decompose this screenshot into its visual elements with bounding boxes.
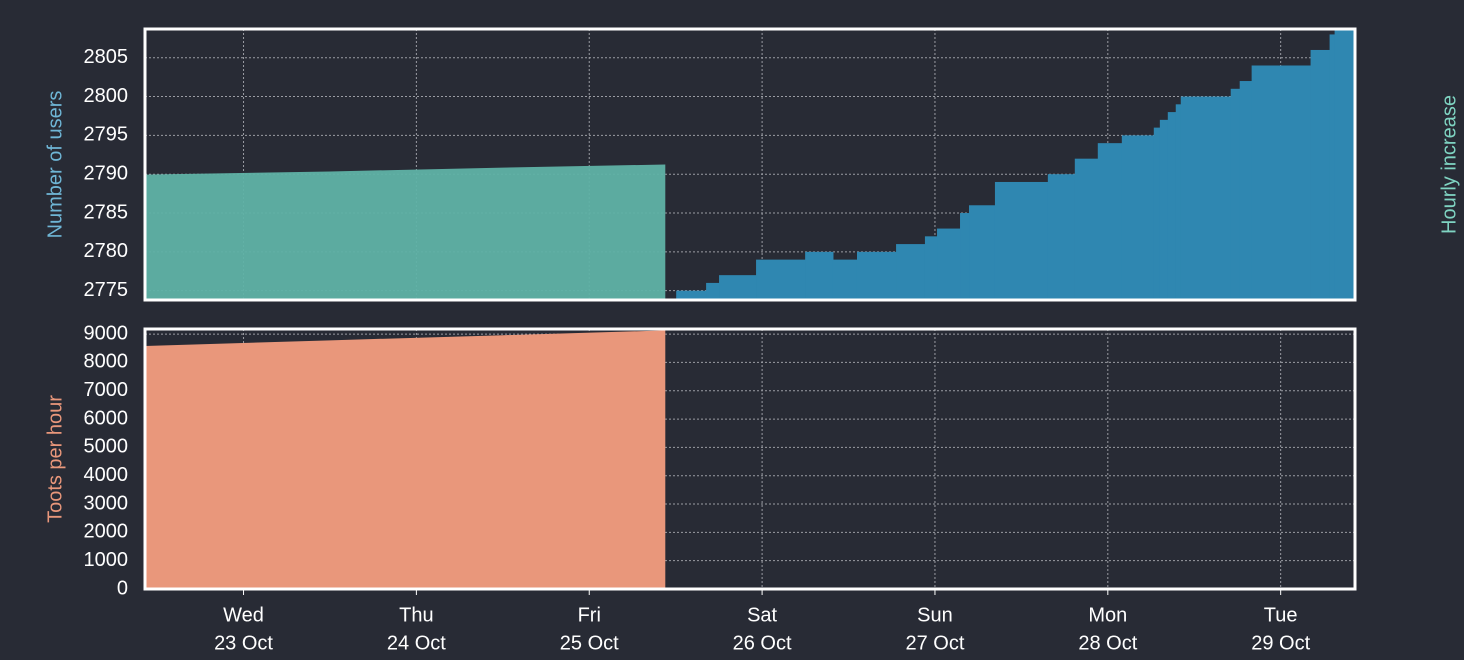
area-step <box>1167 112 1177 300</box>
x-tick-sublabel: 27 Oct <box>905 632 964 654</box>
x-tick-label: Wed <box>223 604 264 626</box>
y-tick-label: 2805 <box>84 46 129 68</box>
area-step <box>1180 96 1232 300</box>
x-tick-sublabel: 23 Oct <box>214 632 273 654</box>
area <box>145 164 666 300</box>
x-tick-sublabel: 29 Oct <box>1251 632 1310 654</box>
area-step <box>1239 81 1253 300</box>
y-tick-label: 2785 <box>84 201 129 223</box>
y-tick-label: 2790 <box>84 162 129 184</box>
area-step <box>1047 174 1076 300</box>
x-tick-label: Sat <box>747 604 777 626</box>
y-tick-label: 2800 <box>84 85 129 107</box>
y-tick-label: 2000 <box>84 521 129 543</box>
y-tick-label: 2775 <box>84 279 129 301</box>
area-step <box>896 244 926 300</box>
area-step <box>1097 143 1123 300</box>
x-tick-sublabel: 28 Oct <box>1078 632 1137 654</box>
area-step <box>994 181 1049 300</box>
y-tick-label: 3000 <box>84 492 129 514</box>
y-tick-label: 0 <box>117 577 128 599</box>
plot-border <box>143 27 1357 302</box>
area-step <box>960 213 970 300</box>
x-tick-sublabel: 24 Oct <box>387 632 446 654</box>
area-step <box>706 282 720 300</box>
x-tick-label: Sun <box>917 604 953 626</box>
area-step <box>937 228 961 300</box>
area-step <box>1121 135 1155 300</box>
y-axis-label: Toots per hour <box>44 395 66 523</box>
y-tick-label: 2780 <box>84 240 129 262</box>
y-tick-label: 2795 <box>84 124 129 146</box>
y-tick-label: 7000 <box>84 379 129 401</box>
y-tick-label: 8000 <box>84 351 129 373</box>
y-tick-label: 4000 <box>84 464 129 486</box>
y-axis-label: Number of users <box>44 91 66 239</box>
area-step <box>1159 119 1169 300</box>
area-step <box>832 259 858 300</box>
area-step <box>969 205 996 300</box>
area-step <box>1074 158 1099 300</box>
area-step <box>1230 88 1241 300</box>
x-tick-sublabel: 25 Oct <box>560 632 619 654</box>
area-step <box>676 290 707 300</box>
area-step <box>856 251 897 300</box>
area-step <box>1310 49 1331 301</box>
area-step <box>719 275 757 300</box>
x-tick-label: Thu <box>399 604 433 626</box>
x-tick-sublabel: 26 Oct <box>733 632 792 654</box>
area-step <box>1329 34 1336 300</box>
y-tick-label: 1000 <box>84 549 129 571</box>
x-tick-label: Tue <box>1264 604 1298 626</box>
y-tick-label: 9000 <box>84 322 129 344</box>
x-tick-label: Mon <box>1088 604 1127 626</box>
area-step <box>805 251 834 300</box>
area-step <box>756 259 806 300</box>
plot-border <box>143 327 1357 591</box>
area <box>145 330 666 589</box>
y2-axis-label: Hourly increase <box>1438 95 1460 234</box>
area-step <box>1153 127 1161 300</box>
area-step <box>1175 104 1182 300</box>
area-step <box>1334 29 1356 300</box>
y-tick-label: 6000 <box>84 407 129 429</box>
area-step <box>924 236 938 300</box>
x-tick-label: Fri <box>578 604 601 626</box>
area-step <box>1251 65 1312 301</box>
y-tick-label: 5000 <box>84 436 129 458</box>
